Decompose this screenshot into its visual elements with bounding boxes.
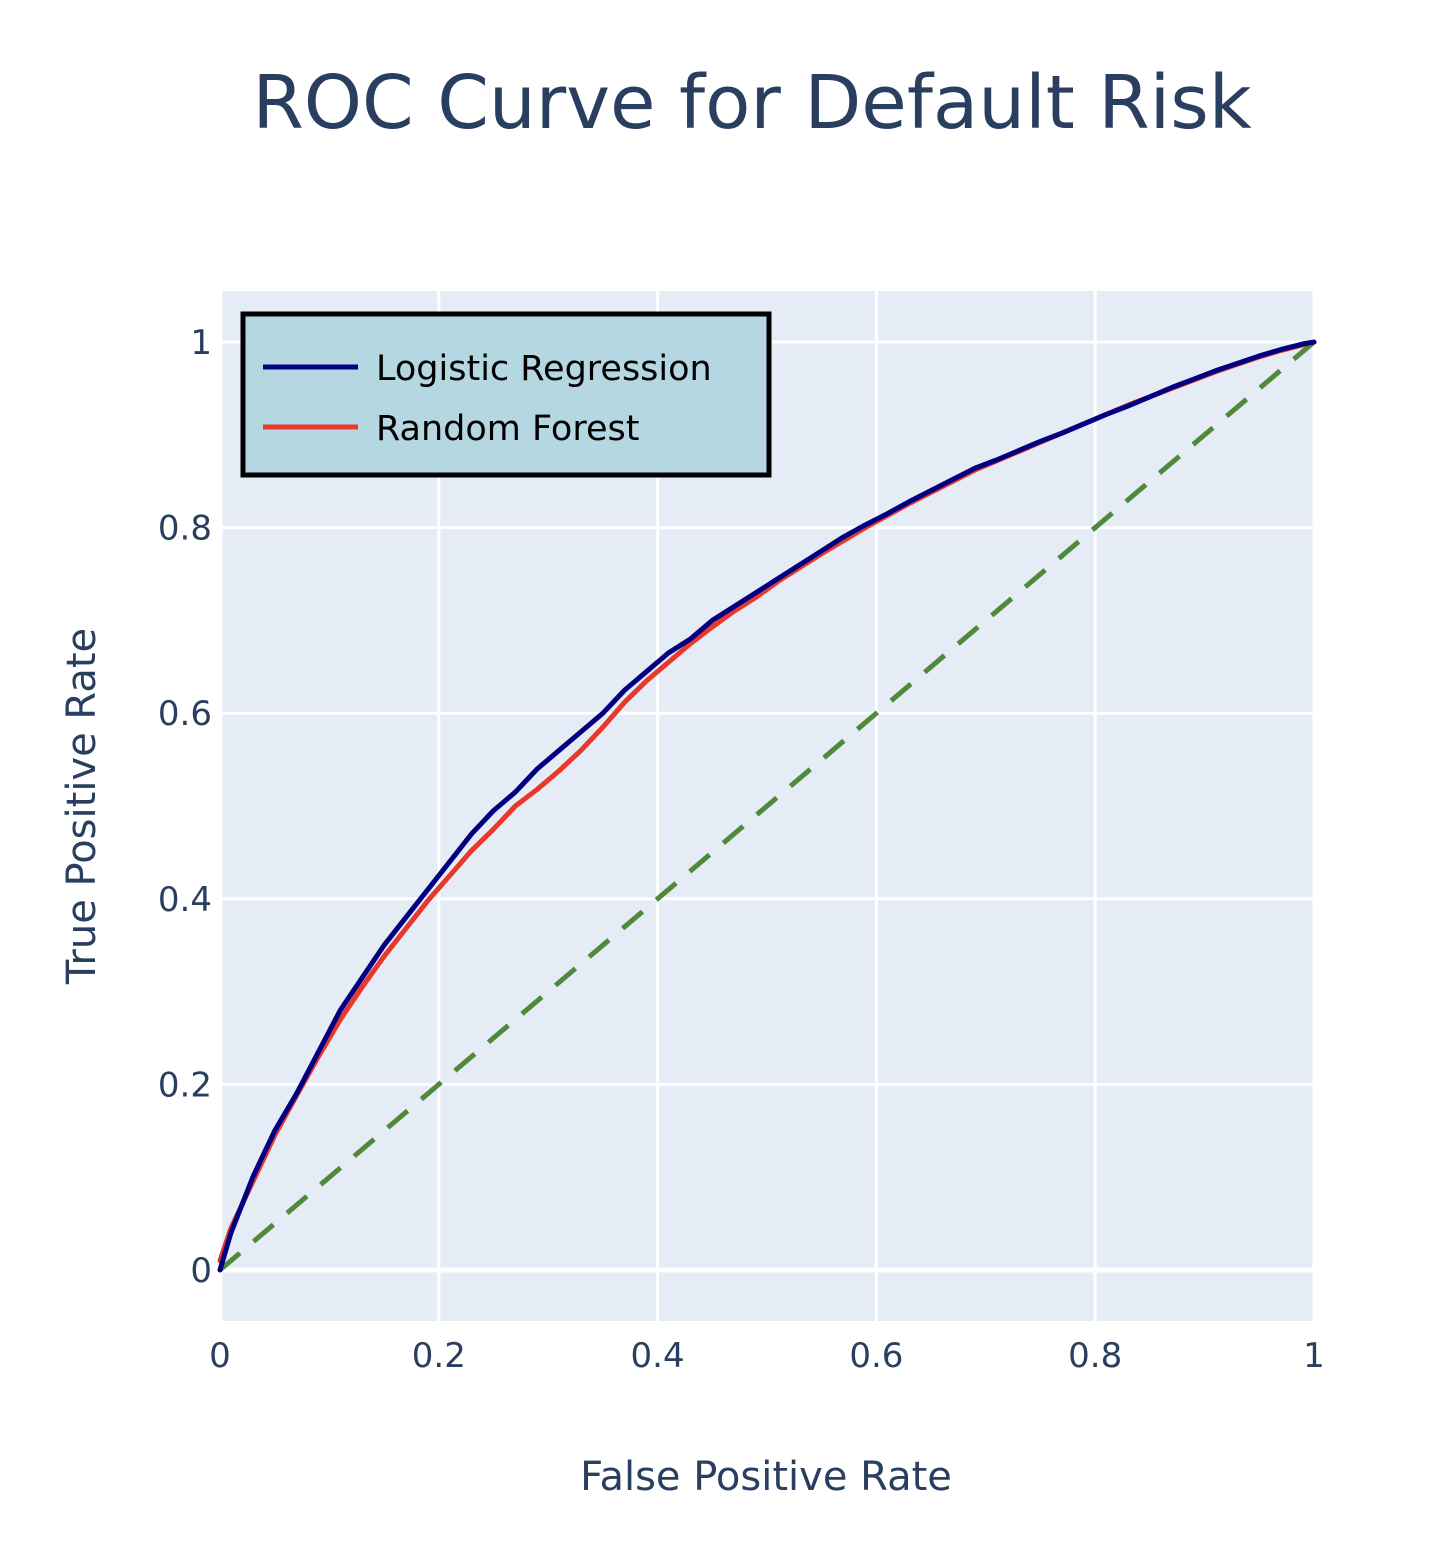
x-tick-labels: 0 0.2 0.4 0.6 0.8 1 — [209, 1336, 1325, 1376]
y-tick-label: 0.6 — [158, 694, 212, 734]
x-tick-label: 0.2 — [412, 1336, 466, 1376]
x-tick-label: 0.8 — [1068, 1336, 1122, 1376]
series-line-reference-diagonal — [218, 340, 1316, 1272]
y-tick-label: 0.2 — [158, 1065, 212, 1105]
zero-lines — [217, 291, 1314, 1321]
y-tick-label: 0 — [190, 1251, 212, 1291]
x-tick-label: 1 — [1303, 1336, 1325, 1376]
x-tick-label: 0.6 — [849, 1336, 903, 1376]
series-line-logistic-regression — [217, 339, 1317, 1273]
legend-label-logistic-regression: Logistic Regression — [376, 349, 712, 389]
y-tick-label: 0.8 — [158, 509, 212, 549]
x-tick-label: 0 — [209, 1336, 231, 1376]
y-tick-label: 0.4 — [158, 880, 212, 920]
series-lines — [217, 339, 1317, 1273]
x-axis-title: False Positive Rate — [580, 1454, 952, 1500]
y-tick-labels: 0 0.2 0.4 0.6 0.8 1 — [158, 323, 212, 1291]
legend-box — [240, 311, 772, 478]
x-tick-label: 0.4 — [631, 1336, 685, 1376]
legend-label-random-forest: Random Forest — [376, 409, 639, 449]
chart-title: ROC Curve for Default Risk — [252, 60, 1251, 146]
legend: Logistic Regression Random Forest — [240, 311, 772, 478]
y-tick-label: 1 — [190, 323, 212, 363]
y-axis-title: True Positive Rate — [59, 628, 105, 985]
